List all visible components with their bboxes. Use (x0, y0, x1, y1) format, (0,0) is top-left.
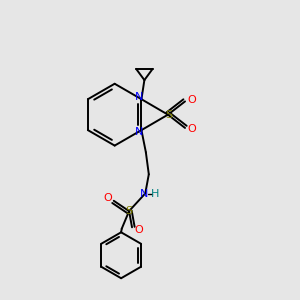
Text: H: H (151, 189, 159, 199)
Text: S: S (125, 206, 133, 216)
Text: O: O (103, 194, 112, 203)
Text: N: N (135, 128, 144, 137)
Text: O: O (187, 95, 196, 105)
Text: O: O (187, 124, 196, 134)
Text: N: N (140, 189, 148, 199)
Text: O: O (134, 225, 143, 235)
Text: N: N (135, 92, 144, 102)
Text: S: S (165, 110, 172, 120)
